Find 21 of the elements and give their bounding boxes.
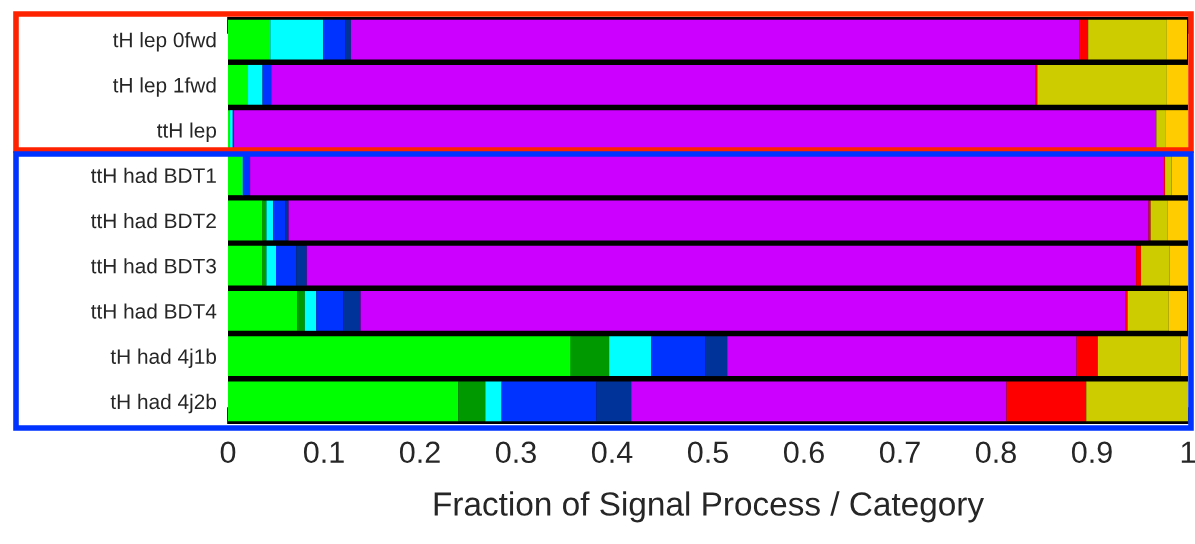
y-tick-label: ttH had BDT4 bbox=[91, 303, 217, 319]
y-tick-label: ttH lep bbox=[157, 122, 217, 142]
x-axis-title: Fraction of Signal Process / Category bbox=[434, 491, 984, 523]
x-tick-label: 0.3 bbox=[495, 441, 536, 464]
y-tick-label: tH had 4j2b bbox=[110, 393, 217, 414]
y-tick-label: ttH had BDT3 bbox=[91, 258, 216, 274]
x-tick-label: 0.8 bbox=[975, 441, 1016, 464]
x-tick-label: 0.1 bbox=[303, 441, 344, 464]
y-tick-label: ttH had BDT1 bbox=[91, 167, 216, 184]
x-tick-label: 0.7 bbox=[879, 441, 920, 464]
y-tick-label: tH lep 1fwd bbox=[112, 77, 216, 97]
y-tick-label: ttH had BDT2 bbox=[91, 212, 216, 229]
x-tick-label: 0.2 bbox=[399, 441, 440, 464]
x-tick-label: 0 bbox=[220, 441, 236, 464]
x-tick-label: 1 bbox=[1181, 441, 1195, 463]
y-tick-label: tH had 4j1b bbox=[110, 348, 217, 369]
y-tick-label: tH lep 0fwd bbox=[112, 32, 216, 52]
x-tick-label: 0.4 bbox=[591, 441, 633, 464]
x-tick-label: 0.9 bbox=[1071, 441, 1112, 464]
x-tick-label: 0.6 bbox=[783, 441, 824, 464]
x-tick-label: 0.5 bbox=[687, 441, 728, 464]
